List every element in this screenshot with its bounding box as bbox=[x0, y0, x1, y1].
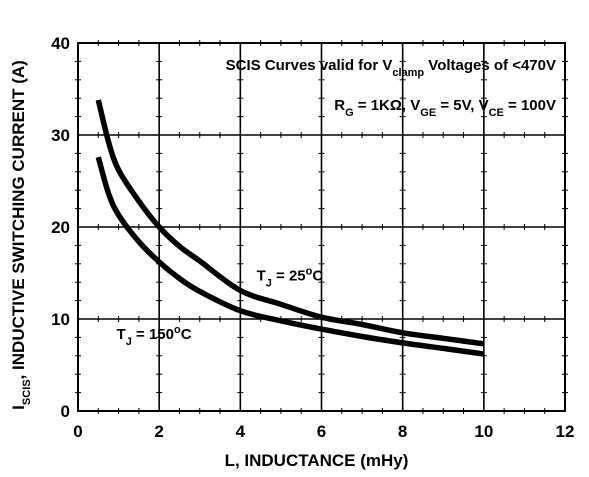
series bbox=[95, 99, 485, 357]
series-label-0: TJ = 25oC bbox=[257, 265, 324, 289]
plot-border bbox=[77, 42, 566, 412]
annotation-test-conditions: RG = 1KΩ, VGE = 5V, VCE = 100V bbox=[334, 97, 556, 119]
x-tick-label: 6 bbox=[317, 422, 326, 441]
x-tick-label: 0 bbox=[73, 422, 82, 441]
plot-frame bbox=[77, 42, 566, 412]
y-tick-label: 40 bbox=[51, 34, 70, 53]
series-label-1: TJ = 150oC bbox=[117, 324, 192, 348]
y-tick-label: 10 bbox=[51, 310, 70, 329]
x-tick-label: 12 bbox=[556, 422, 575, 441]
grid bbox=[75, 40, 568, 414]
x-tick-label: 2 bbox=[154, 422, 163, 441]
series-line-1 bbox=[95, 156, 485, 357]
series-line-0 bbox=[95, 99, 485, 347]
x-tick-label: 4 bbox=[236, 422, 246, 441]
x-axis-label: L, INDUCTANCE (mHy) bbox=[225, 451, 409, 470]
y-axis-label: ISCIS, INDUCTIVE SWITCHING CURRENT (A) bbox=[9, 60, 33, 410]
x-tick-label: 10 bbox=[474, 422, 493, 441]
ticks: 0 2 4 6 8 10 12 0 10 20 30 40 bbox=[51, 34, 574, 441]
y-tick-label: 0 bbox=[61, 402, 70, 421]
y-tick-label: 20 bbox=[51, 218, 70, 237]
y-tick-label: 30 bbox=[51, 126, 70, 145]
x-tick-label: 8 bbox=[398, 422, 407, 441]
labels: L, INDUCTANCE (mHy) ISCIS, INDUCTIVE SWIT… bbox=[9, 57, 556, 470]
annotation-scis-validity: SCIS Curves valid for Vclamp Voltages of… bbox=[226, 57, 556, 79]
